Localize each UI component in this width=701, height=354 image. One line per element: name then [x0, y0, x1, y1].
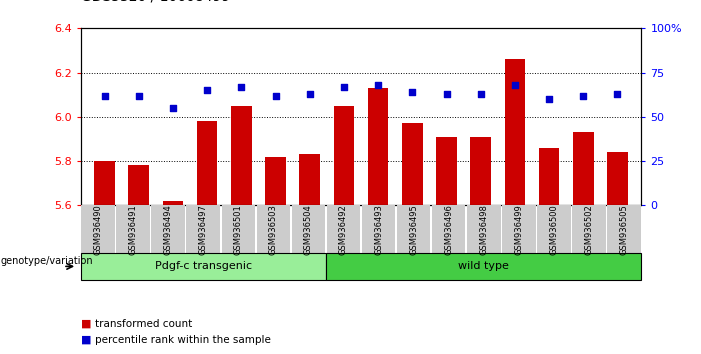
Bar — [573, 132, 594, 205]
Text: ■: ■ — [81, 335, 95, 345]
Bar — [128, 165, 149, 205]
Bar — [334, 106, 354, 205]
Point — [339, 84, 350, 90]
Text: GSM936502: GSM936502 — [585, 204, 593, 255]
Text: GDS5320 / 10608499: GDS5320 / 10608499 — [81, 0, 230, 4]
Text: GSM936500: GSM936500 — [550, 204, 558, 255]
Bar — [368, 88, 388, 205]
Text: GSM936492: GSM936492 — [339, 204, 348, 255]
Bar — [163, 201, 183, 205]
Point — [612, 91, 623, 97]
Bar — [265, 156, 286, 205]
Text: genotype/variation: genotype/variation — [1, 256, 93, 266]
Text: GSM936490: GSM936490 — [94, 204, 102, 255]
Point — [372, 82, 383, 88]
Point — [543, 96, 554, 102]
Point — [133, 93, 144, 98]
Bar — [539, 148, 559, 205]
Text: GSM936493: GSM936493 — [374, 204, 383, 255]
Bar — [607, 152, 627, 205]
Text: GSM936496: GSM936496 — [444, 204, 453, 255]
Point — [270, 93, 281, 98]
Point — [201, 87, 212, 93]
Text: GSM936499: GSM936499 — [515, 204, 523, 255]
Text: transformed count: transformed count — [95, 319, 192, 329]
Text: GSM936501: GSM936501 — [234, 204, 243, 255]
Text: Pdgf-c transgenic: Pdgf-c transgenic — [155, 261, 252, 272]
Text: GSM936504: GSM936504 — [304, 204, 313, 255]
Text: percentile rank within the sample: percentile rank within the sample — [95, 335, 271, 345]
Text: GSM936497: GSM936497 — [199, 204, 207, 255]
Point — [578, 93, 589, 98]
Point — [441, 91, 452, 97]
Point — [304, 91, 315, 97]
Point — [99, 93, 110, 98]
Point — [510, 82, 521, 88]
Bar — [436, 137, 457, 205]
Bar — [505, 59, 525, 205]
Text: wild type: wild type — [458, 261, 509, 272]
Point — [407, 89, 418, 95]
Bar — [197, 121, 217, 205]
Text: ■: ■ — [81, 319, 95, 329]
Bar — [470, 137, 491, 205]
Bar — [231, 106, 252, 205]
Text: GSM936491: GSM936491 — [129, 204, 137, 255]
Text: GSM936498: GSM936498 — [479, 204, 488, 255]
Text: GSM936495: GSM936495 — [409, 204, 418, 255]
Text: GSM936494: GSM936494 — [164, 204, 172, 255]
Bar — [299, 154, 320, 205]
Bar — [402, 124, 423, 205]
Point — [236, 84, 247, 90]
Text: GSM936503: GSM936503 — [269, 204, 278, 255]
Point — [168, 105, 179, 111]
Bar — [95, 161, 115, 205]
Point — [475, 91, 486, 97]
Text: GSM936505: GSM936505 — [620, 204, 628, 255]
